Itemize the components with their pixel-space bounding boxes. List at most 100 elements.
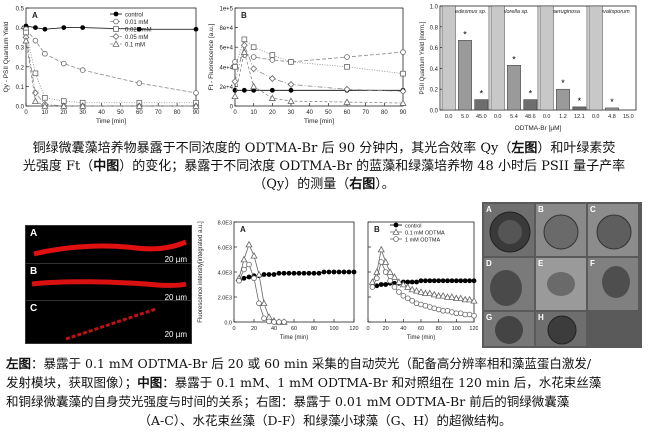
data-point	[387, 277, 393, 284]
data-point	[326, 269, 332, 275]
x-tick-label: 120	[469, 326, 478, 332]
panel-label: H	[538, 313, 544, 322]
x-tick-label: 0.0	[494, 114, 502, 120]
x-tick-label: 70	[155, 110, 162, 116]
data-point	[378, 282, 384, 287]
micrograph-panel: A 20 µm	[25, 225, 192, 269]
legend-marker	[393, 222, 399, 228]
x-tick-label: 90	[400, 110, 407, 116]
data-point	[311, 270, 317, 276]
x-tick-label: 0.0	[543, 114, 551, 120]
data-point	[60, 102, 68, 109]
data-point	[250, 54, 257, 60]
em-cell-b: B	[536, 204, 586, 256]
data-point	[435, 292, 443, 299]
data-point	[378, 259, 385, 265]
panel-label: A	[240, 225, 246, 234]
data-point	[448, 293, 456, 300]
data-point	[60, 60, 67, 67]
bar	[605, 107, 619, 111]
data-point	[470, 297, 478, 304]
data-point	[79, 102, 87, 109]
caption-bold: 左图	[511, 141, 538, 156]
chart-qy-vs-time: 0 10 20 30 40 50 60 70 80 90 0.0 0.1 0.2 0.3 0.4 0.5 Tim…	[3, 7, 200, 126]
significance-star: *	[480, 89, 484, 99]
data-point	[343, 85, 351, 93]
x-tick-label: 80	[381, 110, 388, 116]
data-point	[231, 78, 239, 85]
group-label: M. aeruginosa	[545, 9, 580, 15]
data-point	[42, 26, 48, 32]
x-tick-label: 40	[271, 326, 277, 332]
significance-star: *	[529, 89, 533, 99]
y-tick-label: 8.0E3	[218, 221, 232, 227]
data-point	[409, 297, 415, 304]
em-cell-a: A	[484, 204, 534, 256]
caption-text: （Qy）的测量（	[253, 177, 350, 192]
x-tick-label: 5.4	[510, 114, 518, 120]
filament-image	[65, 307, 157, 341]
data-point	[80, 25, 86, 30]
x-tick-label: 10	[42, 110, 49, 116]
x-tick-label: 20	[251, 326, 257, 332]
bar	[490, 5, 505, 111]
data-point	[232, 64, 238, 70]
data-point	[395, 278, 403, 285]
legend-label: 0.1 mM	[125, 43, 145, 49]
data-point	[296, 270, 302, 276]
legend-label: control	[405, 224, 422, 230]
x-tick-label: 80	[174, 110, 181, 116]
data-point	[241, 266, 247, 273]
caption-text: 发射模块，获取图像）；	[6, 375, 138, 390]
data-point	[269, 57, 276, 63]
x-tick-label: 0	[233, 110, 237, 116]
panel-label: G	[486, 313, 493, 322]
data-point	[276, 319, 282, 325]
em-grid: A B C D E F G H	[482, 202, 642, 348]
data-point	[408, 285, 416, 293]
data-point	[457, 294, 465, 302]
data-point	[251, 275, 257, 282]
legend-label: 1 mM ODTMA	[405, 238, 440, 244]
data-point	[240, 255, 248, 263]
data-point	[462, 278, 468, 284]
bar	[474, 99, 489, 111]
data-point	[41, 102, 49, 109]
data-point	[250, 252, 258, 259]
data-point	[382, 258, 390, 265]
data-point	[31, 89, 39, 97]
data-point	[382, 269, 389, 275]
data-point	[417, 288, 425, 295]
em-cell-h: H	[536, 312, 586, 346]
panel-label: A	[486, 205, 492, 214]
y-tick-label: 6.0E3	[218, 246, 232, 252]
data-point	[241, 87, 247, 93]
y-tick-label: 1.0	[430, 5, 439, 11]
x-tick-label: 60	[136, 110, 143, 116]
x-tick-label: 60	[344, 110, 351, 116]
data-point	[266, 272, 272, 277]
data-point	[390, 273, 399, 280]
x-tick-label: 100	[329, 326, 338, 332]
y-tick-label: 0	[230, 105, 234, 111]
data-point	[341, 269, 347, 275]
panel-label: A	[30, 228, 38, 239]
data-point	[241, 36, 248, 43]
group-label: Chlorella sp.	[498, 9, 529, 15]
y-tick-label: 0.2	[430, 88, 439, 94]
data-point	[321, 269, 327, 275]
x-tick-label: 12.1	[574, 114, 585, 120]
legend-marker	[113, 11, 119, 17]
y-tick-label: 2e+4	[219, 85, 233, 91]
filament-image	[31, 279, 187, 288]
y-tick-label: 0.3	[16, 46, 25, 52]
data-point	[471, 278, 477, 284]
data-point	[306, 270, 312, 276]
scale-bar-label: 20 µm	[164, 293, 187, 302]
data-point	[431, 278, 437, 284]
data-point	[32, 37, 39, 44]
data-point	[22, 36, 30, 44]
plot-frame	[234, 7, 404, 107]
significance-star: *	[463, 29, 467, 39]
x-tick-label: 45.0	[476, 114, 487, 120]
